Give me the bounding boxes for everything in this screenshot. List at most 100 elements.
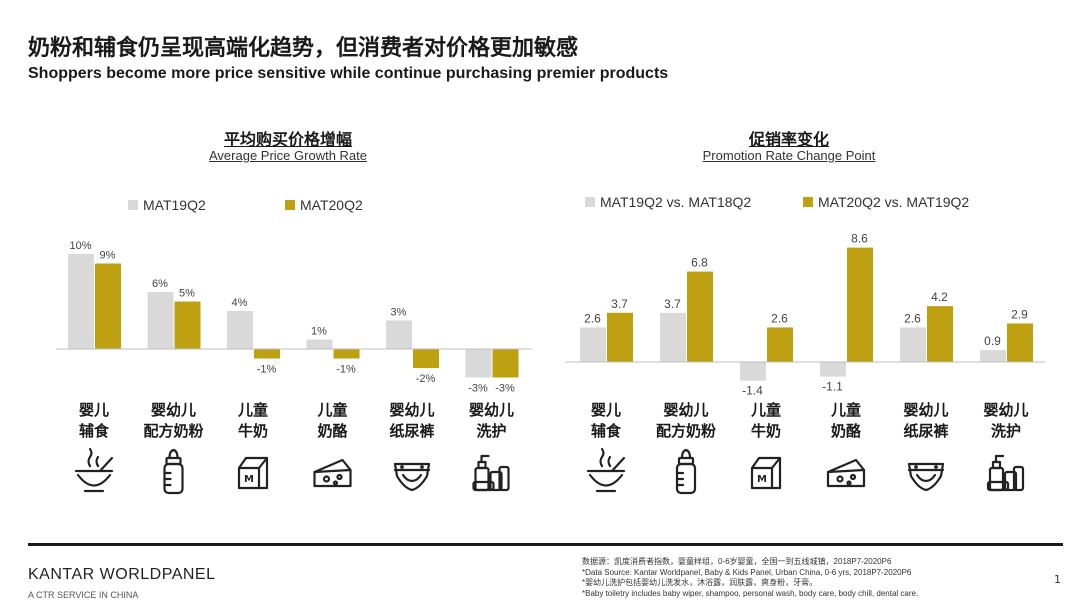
data-label: 2.6: [904, 311, 921, 325]
bar: [980, 350, 1006, 362]
category-label: 儿童: [830, 401, 861, 419]
bar: [147, 292, 174, 349]
bar: [847, 247, 873, 362]
category-label: 纸尿裤: [903, 422, 948, 440]
page-number: 1: [1054, 573, 1061, 586]
footnote-line: *婴幼儿洗护包括婴幼儿洗发水，沐浴露，润肤露，爽身粉，牙膏。: [582, 578, 818, 587]
data-label: 3.7: [611, 297, 628, 311]
milk-carton-icon: M: [750, 456, 782, 490]
left-chart-title: 平均购买价格增幅: [223, 130, 352, 149]
bar: [1007, 323, 1033, 362]
toiletry-icon: [472, 454, 510, 492]
bar: [492, 349, 519, 378]
bar: [740, 362, 766, 381]
legend-label: MAT20Q2: [300, 197, 363, 213]
legend-swatch: [128, 200, 138, 210]
category-label: 婴幼儿: [663, 401, 708, 419]
footnote-line: *Baby toiletry includes baby wiper, sham…: [582, 588, 919, 598]
bar: [413, 349, 439, 368]
right-chart-title: 促销率变化: [748, 130, 829, 149]
data-label: -3%: [468, 383, 488, 395]
bar: [68, 254, 94, 349]
legend-right-series-1: MAT19Q2 vs. MAT18Q2: [585, 194, 751, 210]
category-label: 儿童: [750, 401, 781, 419]
bar: [254, 349, 280, 359]
bar: [687, 271, 713, 362]
data-label: 2.6: [771, 311, 788, 325]
category-label: 儿童: [316, 401, 347, 419]
data-label: 4.2: [931, 290, 948, 304]
brand-subtitle: A CTR SERVICE IN CHINA: [28, 590, 139, 600]
legend-swatch: [285, 200, 295, 210]
data-label: -1.4: [742, 384, 763, 398]
category-label: 婴儿: [79, 401, 109, 419]
data-label: 8.6: [851, 232, 868, 246]
data-label: -2%: [416, 373, 436, 385]
bar: [820, 362, 846, 377]
right-chart-subtitle: Promotion Rate Change Point: [702, 148, 876, 163]
data-label: -1%: [336, 364, 356, 376]
category-label: 辅食: [591, 422, 622, 440]
data-label: -1%: [257, 364, 277, 376]
category-label: 婴幼儿: [903, 401, 948, 419]
category-label: 牛奶: [751, 422, 781, 440]
bar: [660, 312, 686, 362]
legend-left-series-1: MAT19Q2: [128, 197, 206, 213]
footnote-line: *Data Source: Kantar Worldpanel, Baby & …: [582, 567, 912, 577]
legend-label: MAT20Q2 vs. MAT19Q2: [818, 194, 970, 210]
cheese-icon: [313, 458, 352, 488]
data-label: 10%: [69, 240, 91, 252]
cheese-icon: [826, 458, 866, 488]
legend-label: MAT19Q2 vs. MAT18Q2: [600, 194, 752, 210]
bar: [333, 349, 360, 359]
category-label: 洗护: [991, 422, 1021, 440]
category-label: 婴儿: [591, 401, 621, 419]
bowl-icon: [586, 447, 626, 493]
category-label: 婴幼儿: [389, 401, 434, 419]
diaper-icon: [393, 462, 431, 492]
brand-logo: KANTAR WORLDPANEL: [28, 566, 216, 583]
data-label: 1%: [311, 326, 327, 338]
bar: [386, 320, 412, 349]
bar: [227, 311, 253, 349]
category-label: 洗护: [476, 422, 506, 440]
bar: [465, 349, 492, 378]
legend-right-series-2: MAT20Q2 vs. MAT19Q2: [803, 194, 969, 210]
footnotes: 数据源：凯度消费者指数，婴童样组，0-6岁婴童，全国一到五线城镇，2018P7-…: [582, 557, 918, 599]
page-title-en: Shoppers become more price sensitive whi…: [28, 65, 669, 82]
data-label: -3%: [495, 383, 515, 395]
milk-carton-icon: M: [237, 456, 269, 490]
baby-bottle-icon: [675, 448, 697, 495]
bar: [900, 327, 926, 362]
data-label: 3%: [391, 307, 407, 319]
bar: [767, 327, 793, 362]
data-label: 6%: [152, 278, 168, 290]
toiletry-icon: [986, 454, 1025, 492]
bar: [580, 327, 606, 362]
data-label: 2.6: [584, 311, 601, 325]
data-label: 4%: [232, 297, 248, 309]
category-label: 儿童: [237, 401, 268, 419]
category-label: 婴幼儿: [983, 401, 1028, 419]
category-label: 配方奶粉: [656, 422, 716, 440]
data-label: 2.9: [1011, 307, 1028, 321]
bar: [95, 263, 121, 349]
category-label: 奶酪: [317, 422, 348, 440]
data-label: 5%: [179, 288, 195, 300]
category-label: 辅食: [79, 422, 110, 440]
legend-label: MAT19Q2: [143, 197, 206, 213]
data-label: 3.7: [664, 297, 681, 311]
left-chart-subtitle: Average Price Growth Rate: [209, 148, 367, 163]
category-label: 牛奶: [238, 422, 268, 440]
bar: [306, 339, 333, 349]
category-label: 婴幼儿: [469, 401, 514, 419]
legend-swatch: [585, 197, 595, 207]
category-label: 配方奶粉: [143, 422, 203, 440]
footnote-line: 数据源：凯度消费者指数，婴童样组，0-6岁婴童，全国一到五线城镇，2018P7-…: [582, 557, 892, 566]
baby-bottle-icon: [163, 448, 184, 495]
bowl-icon: [74, 447, 114, 493]
category-label: 纸尿裤: [389, 422, 434, 440]
data-label: 0.9: [984, 334, 1001, 348]
data-label: 9%: [100, 250, 116, 262]
